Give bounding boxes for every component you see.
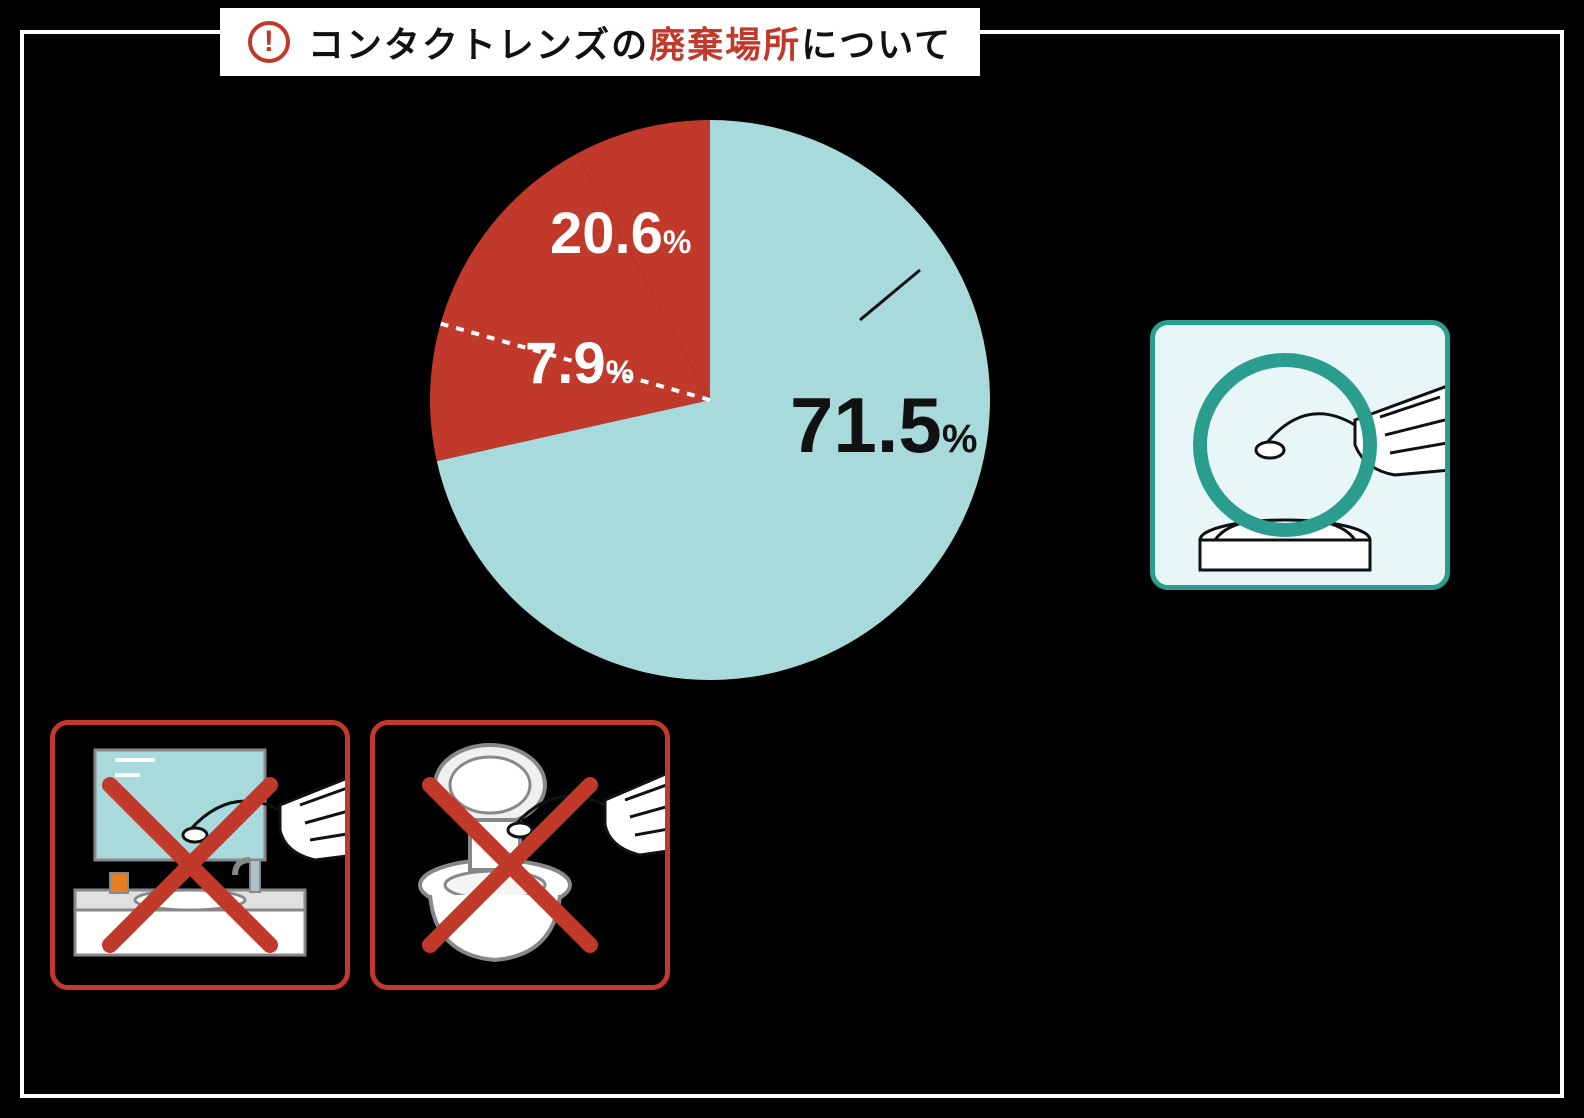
toilet-icon (375, 725, 665, 985)
trash-bin-icon (1155, 325, 1445, 585)
pie-tick (430, 319, 441, 324)
illustration-bad-sink (50, 720, 350, 990)
title-text: コンタクトレンズの廃棄場所について (308, 16, 952, 68)
title-bar: ! コンタクトレンズの廃棄場所について (220, 8, 980, 76)
title-accent: 廃棄場所 (649, 24, 801, 65)
pie-chart: 71.5% 20.6% 7.9% (430, 120, 990, 680)
pie-slice-label: 7.9% (525, 330, 634, 397)
pie-tick (430, 461, 437, 465)
illustration-good (1150, 320, 1450, 590)
title-prefix: コンタクトレンズの (308, 24, 649, 65)
sink-icon (55, 725, 345, 985)
title-suffix: について (801, 24, 952, 65)
illustration-bad-toilet (370, 720, 670, 990)
alert-icon: ! (248, 21, 290, 63)
pie-slice-label: 71.5% (790, 380, 977, 471)
pie-slice-label: 20.6% (550, 200, 691, 267)
